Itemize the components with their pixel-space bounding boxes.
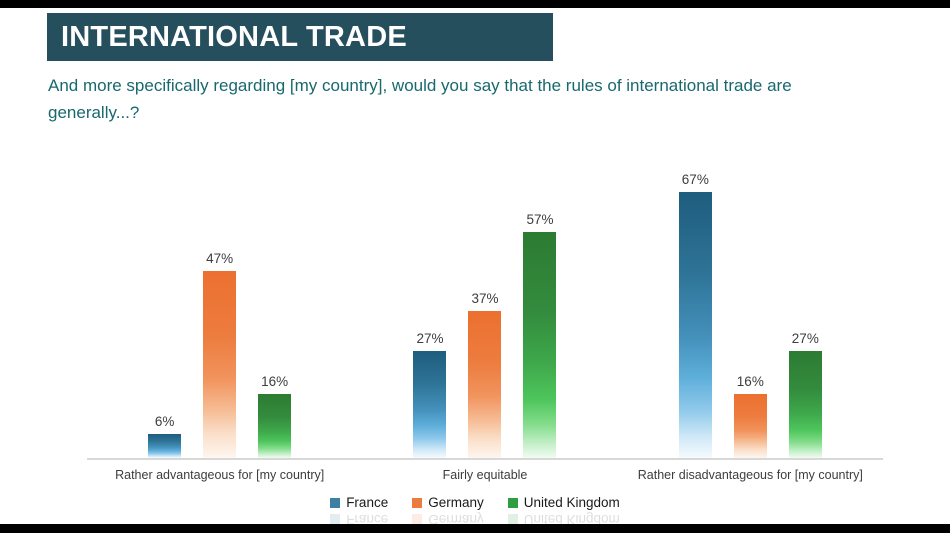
legend-swatch xyxy=(507,497,518,508)
bar-group: 67% 16% 27% xyxy=(618,150,883,458)
bar-column: 27% xyxy=(788,331,822,458)
category-label: Rather advantageous for [my country] xyxy=(115,468,325,482)
legend-item-germany: Germany xyxy=(412,495,484,510)
legend-item-france: France xyxy=(330,512,388,527)
data-label: 37% xyxy=(471,291,499,306)
legend-item-united-kingdom: United Kingdom xyxy=(507,512,620,527)
data-label: 27% xyxy=(416,331,444,346)
bar-chart: 6% 47% 16% 27% 37% 57% 67% 16% 27% Rather advant… xyxy=(87,150,883,482)
bar-column: 57% xyxy=(523,212,557,458)
legend-label: United Kingdom xyxy=(523,495,620,510)
bar-united-kingdom xyxy=(788,351,822,458)
legend-swatch xyxy=(412,497,423,508)
bar-column: 27% xyxy=(413,331,447,458)
chart-legend: France Germany United Kingdom xyxy=(0,495,950,510)
category-label: Rather disadvantageous for [my country] xyxy=(637,468,863,482)
legend-item-united-kingdom: United Kingdom xyxy=(507,495,620,510)
data-label: 57% xyxy=(526,212,554,227)
legend-label: United Kingdom xyxy=(523,512,620,527)
bar-france xyxy=(678,192,712,458)
legend-label: Germany xyxy=(428,512,484,527)
legend-reflection: France Germany United Kingdom xyxy=(0,512,950,527)
legend-label: Germany xyxy=(428,495,484,510)
data-label: 67% xyxy=(681,172,709,187)
bar-germany xyxy=(203,271,237,458)
title-banner: INTERNATIONAL TRADE xyxy=(47,13,553,61)
page-title: INTERNATIONAL TRADE xyxy=(61,20,407,53)
legend-swatch xyxy=(412,514,423,525)
legend-label: France xyxy=(346,495,389,510)
data-label: 6% xyxy=(154,414,175,429)
category-axis: Rather advantageous for [my country] Fair… xyxy=(87,460,883,482)
bar-column: 47% xyxy=(203,251,237,458)
bar-column: 67% xyxy=(678,172,712,458)
bar-germany xyxy=(468,311,502,458)
bar-group: 27% 37% 57% xyxy=(352,150,617,458)
legend-swatch xyxy=(330,514,341,525)
bar-column: 16% xyxy=(733,374,767,458)
data-label: 27% xyxy=(791,331,819,346)
data-label: 16% xyxy=(736,374,764,389)
bar-group: 6% 47% 16% xyxy=(87,150,352,458)
bar-column: 6% xyxy=(148,414,182,458)
slide: INTERNATIONAL TRADE And more specificall… xyxy=(0,8,950,527)
category-label: Fairly equitable xyxy=(442,468,528,482)
bar-france xyxy=(148,434,182,458)
bar-united-kingdom xyxy=(258,394,292,458)
plot-area: 6% 47% 16% 27% 37% 57% 67% 16% 27% xyxy=(87,150,883,460)
data-label: 16% xyxy=(261,374,289,389)
legend-label: France xyxy=(346,512,389,527)
legend-item-germany: Germany xyxy=(412,512,484,527)
data-label: 47% xyxy=(206,251,234,266)
bar-germany xyxy=(733,394,767,458)
legend-swatch xyxy=(507,514,518,525)
bar-column: 16% xyxy=(258,374,292,458)
question-text: And more specifically regarding [my coun… xyxy=(48,76,792,122)
legend-item-france: France xyxy=(330,495,388,510)
bar-united-kingdom xyxy=(523,232,557,458)
bar-column: 37% xyxy=(468,291,502,458)
bar-france xyxy=(413,351,447,458)
legend-swatch xyxy=(330,497,341,508)
